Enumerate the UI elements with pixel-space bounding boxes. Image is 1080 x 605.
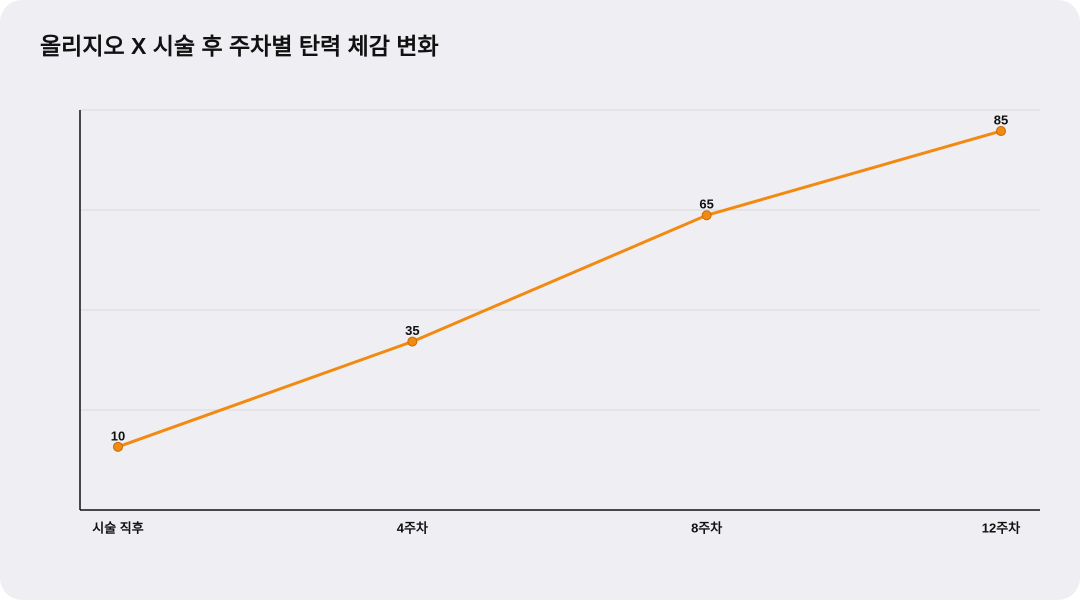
x-tick-label: 8주차	[691, 520, 722, 535]
data-label: 10	[111, 428, 125, 443]
data-line	[117, 129, 1002, 449]
data-label: 65	[699, 197, 713, 212]
data-label: 85	[994, 112, 1008, 127]
data-point	[701, 210, 712, 221]
data-point	[407, 336, 418, 347]
chart-title: 올리지오 X 시술 후 주차별 탄력 체감 변화	[40, 33, 439, 59]
x-tick-label: 12주차	[982, 520, 1020, 535]
data-point	[996, 126, 1006, 137]
data-label: 35	[405, 323, 419, 338]
data-point	[113, 441, 123, 452]
x-tick-label: 시술 직후	[92, 520, 143, 535]
x-tick-label: 4주차	[397, 520, 428, 535]
